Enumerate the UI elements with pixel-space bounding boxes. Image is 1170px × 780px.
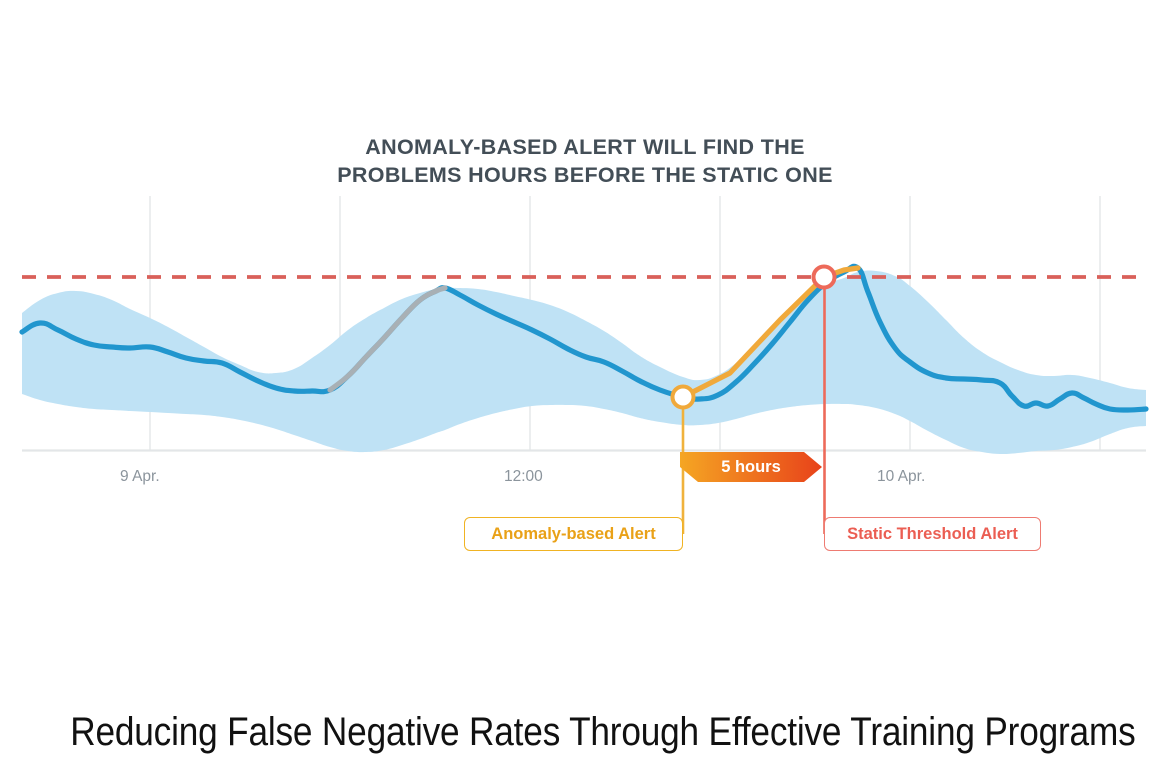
anomaly-alert-path (680, 265, 861, 400)
anomaly-detection-chart (19, 196, 1149, 534)
x-tick-label-2: 10 Apr. (877, 468, 926, 485)
anomaly-alert-callout[interactable]: Anomaly-based Alert (464, 517, 683, 551)
figure-caption: Reducing False Negative Rates Through Ef… (70, 710, 1136, 754)
metric-line (19, 263, 1149, 413)
x-tick-label-0: 9 Apr. (120, 468, 160, 485)
chart-container: ANOMALY-BASED ALERT WILL FIND THE PROBLE… (19, 135, 1149, 551)
static-alert-callout[interactable]: Static Threshold Alert (824, 517, 1041, 551)
static-alert-marker[interactable] (811, 264, 837, 290)
x-tick-label-1: 12:00 (504, 468, 543, 485)
duration-badge (680, 452, 822, 482)
anomaly-alert-marker[interactable] (670, 384, 696, 410)
anomalous-segment-line (327, 285, 448, 393)
confidence-band (22, 270, 1146, 455)
